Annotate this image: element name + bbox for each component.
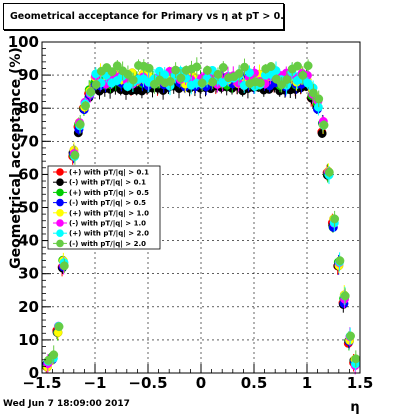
data-point xyxy=(314,94,324,104)
data-point xyxy=(308,88,318,98)
legend-marker xyxy=(56,229,64,237)
data-point xyxy=(293,61,302,71)
data-point xyxy=(54,322,64,332)
legend-label: (+) with pT/|q| > 1.0 xyxy=(69,209,149,218)
legend-marker xyxy=(56,178,64,186)
data-point xyxy=(171,65,181,75)
data-point xyxy=(91,80,101,90)
legend-box xyxy=(47,165,161,250)
y-tick-label: 30 xyxy=(18,265,39,283)
legend-label: (-) with pT/|q| > 0.1 xyxy=(69,179,146,188)
data-point xyxy=(86,87,96,97)
data-point xyxy=(234,69,244,78)
data-points xyxy=(41,57,361,375)
legend-marker xyxy=(56,188,64,197)
y-tick-label: 40 xyxy=(18,232,39,250)
data-point xyxy=(75,119,85,129)
series-points xyxy=(43,57,361,368)
data-point xyxy=(319,120,329,130)
data-point xyxy=(107,67,117,77)
data-point xyxy=(192,62,202,72)
data-point xyxy=(240,62,249,72)
legend-label: (+) with pT/|q| > 0.1 xyxy=(69,169,149,178)
data-point xyxy=(197,78,207,88)
data-point xyxy=(324,167,334,177)
data-point xyxy=(282,75,292,84)
data-point xyxy=(144,63,154,73)
legend-label: (+) with pT/|q| > 2.0 xyxy=(69,230,149,239)
y-tick-label: 60 xyxy=(18,165,39,183)
data-point xyxy=(208,77,218,87)
x-tick-label: 0.5 xyxy=(241,374,268,392)
data-point xyxy=(176,73,186,83)
data-point xyxy=(81,101,90,111)
data-point xyxy=(340,291,350,301)
legend-marker xyxy=(56,219,64,227)
data-point xyxy=(346,331,355,341)
data-point xyxy=(330,214,340,224)
legend-label: (-) with pT/|q| > 1.0 xyxy=(69,220,146,229)
data-point xyxy=(255,78,265,88)
y-tick-label: 20 xyxy=(18,298,39,316)
y-tick-label: 90 xyxy=(18,66,39,84)
y-tick-label: 10 xyxy=(18,331,39,349)
y-axis-title: Geometrical acceptance (%) xyxy=(8,47,24,269)
data-point xyxy=(202,65,212,75)
data-point xyxy=(59,261,69,271)
data-point xyxy=(298,70,308,80)
legend-marker xyxy=(56,168,64,176)
y-tick-label: 0 xyxy=(29,364,39,382)
data-point xyxy=(218,63,228,72)
data-point xyxy=(277,80,287,90)
data-point xyxy=(213,69,223,79)
data-point xyxy=(123,69,133,79)
chart-title: Geometrical acceptance for Primary vs η … xyxy=(3,3,284,30)
x-tick-label: −1.5 xyxy=(22,374,61,392)
x-tick-label: −1 xyxy=(83,374,106,392)
x-axis-title: η xyxy=(350,400,359,414)
legend-label: (-) with pT/|q| > 0.5 xyxy=(69,199,146,208)
data-point xyxy=(266,62,276,71)
legend-marker xyxy=(56,239,64,248)
x-tick-label: 1 xyxy=(302,374,312,392)
data-point xyxy=(351,354,361,364)
y-tick-label: 80 xyxy=(18,99,39,117)
legend-marker xyxy=(56,209,64,217)
data-point xyxy=(335,256,345,266)
legend: (+) with pT/|q| > 0.1(-) with pT/|q| > 0… xyxy=(47,165,161,250)
legend-label: (+) with pT/|q| > 0.5 xyxy=(69,189,149,198)
data-point xyxy=(245,68,254,78)
data-point xyxy=(165,77,175,86)
data-point xyxy=(128,75,138,85)
x-tick-label: 0 xyxy=(196,374,206,392)
x-tick-label: −0.5 xyxy=(128,374,167,392)
x-tick-label: 1.5 xyxy=(347,374,374,392)
legend-label: (-) with pT/|q| > 2.0 xyxy=(69,240,146,249)
y-tick-label: 50 xyxy=(18,199,39,217)
data-point xyxy=(303,61,313,71)
tick-labels: −1.5 −1 −0.5 0 0.5 1 1.5 0 10 20 30 40 50 60 70 80 90 100 xyxy=(8,33,374,392)
legend-marker xyxy=(56,198,64,207)
data-point xyxy=(271,74,281,84)
y-tick-label: 70 xyxy=(18,132,39,150)
timestamp: Wed Jun 7 18:09:00 2017 xyxy=(3,399,130,409)
data-point xyxy=(43,355,53,365)
data-point xyxy=(70,150,80,160)
data-point xyxy=(49,350,59,360)
y-tick-label: 100 xyxy=(8,33,39,51)
